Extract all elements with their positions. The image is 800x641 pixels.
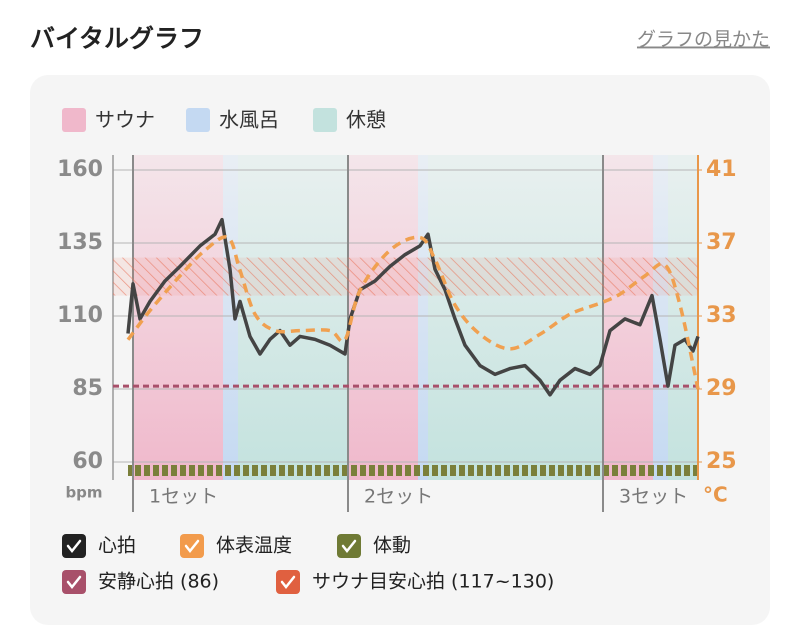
phase-band: [133, 155, 223, 480]
y2-tick-label: 29: [706, 376, 737, 401]
legend-label: 体表温度: [216, 535, 292, 557]
legend-swatch: [62, 108, 86, 132]
legend-checkbox: [62, 570, 86, 594]
phase-band: [668, 155, 698, 480]
set-label: 3セット: [619, 486, 688, 508]
legend-checkbox: [62, 534, 86, 558]
legend-label: 水風呂: [219, 108, 279, 132]
phase-band: [653, 155, 668, 480]
phase-band: [418, 155, 428, 480]
legend-label: サウナ: [95, 108, 155, 132]
activity-strip: [128, 465, 698, 476]
legend-label: 安静心拍 (86): [98, 571, 219, 593]
y2-tick-label: 25: [706, 449, 737, 474]
legend-checkbox: [180, 534, 204, 558]
phase-band: [428, 155, 603, 480]
phase-band: [223, 155, 238, 480]
set-label: 1セット: [149, 486, 218, 508]
target-zone: [113, 257, 698, 296]
y-tick-label: 160: [57, 157, 103, 182]
legend-label: 体動: [373, 535, 411, 557]
y2-tick-label: 37: [706, 230, 737, 255]
series-line: [126, 235, 700, 390]
check-mark: [341, 539, 357, 554]
y2-unit: °C: [703, 483, 728, 507]
series-line: [126, 217, 700, 397]
check-mark: [66, 575, 82, 590]
y-tick-label: 135: [57, 230, 103, 255]
check-mark: [184, 539, 200, 554]
legend-checkbox: [337, 534, 361, 558]
legend-label: 休憩: [346, 108, 386, 132]
y-tick-label: 110: [57, 303, 103, 328]
y-unit: bpm: [65, 484, 102, 502]
y-tick-label: 85: [72, 376, 103, 401]
y2-tick-label: 41: [706, 157, 737, 182]
legend-swatch: [186, 108, 210, 132]
legend-swatch: [313, 108, 337, 132]
check-mark: [66, 539, 82, 554]
legend-checkbox: [276, 570, 300, 594]
phase-band: [238, 155, 348, 480]
set-label: 2セット: [364, 486, 433, 508]
legend-label: 心拍: [98, 535, 136, 557]
help-link[interactable]: グラフの見かた: [637, 29, 770, 51]
title: バイタルグラフ: [30, 24, 204, 53]
phase-band: [603, 155, 653, 480]
check-mark: [280, 575, 296, 590]
legend-label: サウナ目安心拍 (117~130): [312, 571, 554, 593]
y-tick-label: 60: [72, 449, 103, 474]
y2-tick-label: 33: [706, 303, 737, 328]
phase-band: [348, 155, 418, 480]
